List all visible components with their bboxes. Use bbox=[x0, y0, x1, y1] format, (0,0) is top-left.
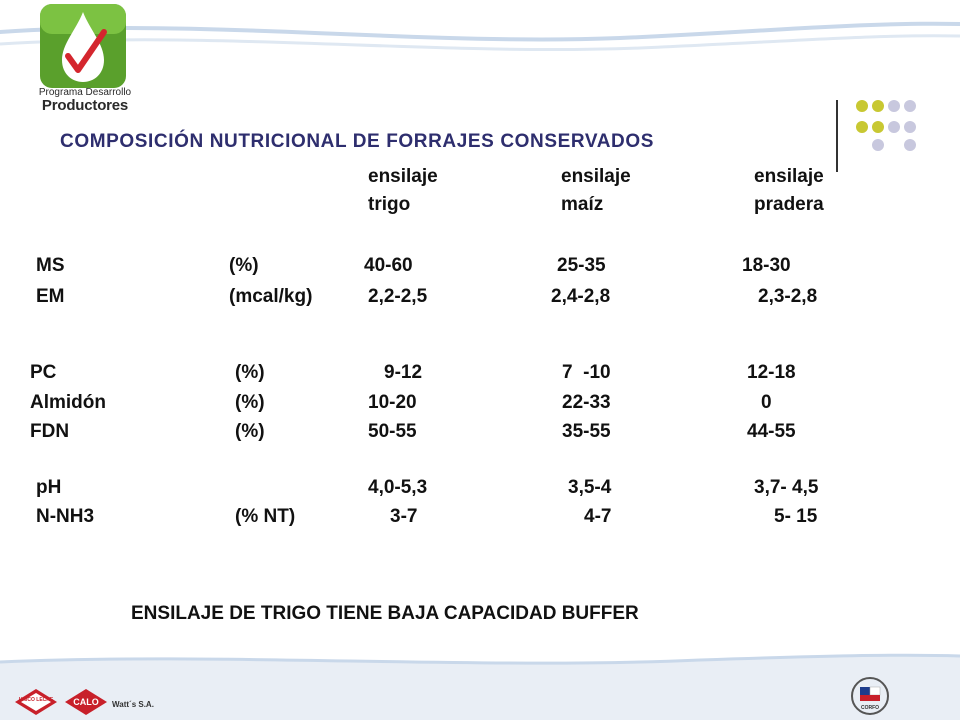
row-unit-almidon: (%) bbox=[235, 392, 265, 413]
row-value-ms-pradera: 18-30 bbox=[742, 255, 791, 276]
row-value-ms-trigo: 40-60 bbox=[364, 255, 413, 276]
corfo-label: CORFO bbox=[861, 705, 879, 711]
row-value-nnh3-maiz: 4-7 bbox=[584, 506, 612, 527]
row-value-almidon-trigo: 10-20 bbox=[368, 392, 417, 413]
col-header-pradera-line1: ensilaje bbox=[754, 166, 824, 187]
row-value-em-pradera: 2,3-2,8 bbox=[758, 286, 818, 307]
row-param-ph: pH bbox=[36, 477, 62, 498]
row-value-pc-pradera: 12-18 bbox=[747, 362, 796, 383]
page-title: COMPOSICIÓN NUTRICIONAL DE FORRAJES CONS… bbox=[60, 131, 655, 152]
unico-leche-label: UNICO LECHE bbox=[19, 697, 54, 703]
row-unit-em: (mcal/kg) bbox=[229, 286, 313, 307]
row-value-almidon-pradera: 0 bbox=[761, 392, 772, 413]
program-line2: Productores bbox=[41, 97, 129, 114]
row-param-pc: PC bbox=[30, 362, 57, 383]
col-header-trigo-line1: ensilaje bbox=[368, 166, 438, 187]
col-header-maiz-line1: ensilaje bbox=[561, 166, 631, 187]
row-value-nnh3-pradera: 5- 15 bbox=[774, 506, 818, 527]
program-logo-text: Programa Desarrollo Productores bbox=[30, 86, 140, 114]
row-param-nnh3: N-NH3 bbox=[36, 506, 95, 527]
row-value-almidon-maiz: 22-33 bbox=[562, 392, 611, 413]
row-param-fdn: FDN bbox=[30, 421, 70, 442]
row-param-ms: MS bbox=[36, 255, 65, 276]
row-value-ph-trigo: 4,0-5,3 bbox=[368, 477, 428, 498]
row-value-ph-maiz: 3,5-4 bbox=[568, 477, 612, 498]
row-value-fdn-maiz: 35-55 bbox=[562, 421, 611, 442]
row-value-ph-pradera: 3,7- 4,5 bbox=[754, 477, 819, 498]
col-header-pradera-line2: pradera bbox=[754, 194, 824, 215]
header-wave bbox=[0, 21, 960, 52]
calo-logo: CALO bbox=[65, 689, 107, 715]
row-param-em: EM bbox=[36, 286, 65, 307]
row-value-em-trigo: 2,2-2,5 bbox=[368, 286, 428, 307]
conclusion-text: ENSILAJE DE TRIGO TIENE BAJA CAPACIDAD B… bbox=[131, 603, 639, 624]
row-value-pc-trigo: 9-12 bbox=[384, 362, 423, 383]
water-drop-check-logo bbox=[40, 4, 126, 88]
footer-band bbox=[0, 653, 960, 720]
row-unit-ms: (%) bbox=[229, 255, 259, 276]
footer-text: Watt´s S.A. bbox=[112, 700, 154, 709]
row-value-fdn-trigo: 50-55 bbox=[368, 421, 417, 442]
corfo-logo: CORFO bbox=[851, 677, 889, 715]
decorative-line bbox=[836, 100, 838, 172]
row-value-nnh3-trigo: 3-7 bbox=[390, 506, 418, 527]
decorative-dots bbox=[856, 100, 916, 151]
calo-label: CALO bbox=[73, 697, 99, 707]
row-value-fdn-pradera: 44-55 bbox=[747, 421, 796, 442]
row-unit-nnh3: (% NT) bbox=[235, 506, 296, 527]
row-unit-pc: (%) bbox=[235, 362, 265, 383]
program-line1: Programa Desarrollo bbox=[38, 87, 132, 98]
row-value-ms-maiz: 25-35 bbox=[557, 255, 606, 276]
unico-leche-logo: UNICO LECHE bbox=[15, 689, 57, 715]
col-header-maiz-line2: maíz bbox=[561, 194, 604, 215]
col-header-trigo-line2: trigo bbox=[368, 194, 411, 215]
row-unit-fdn: (%) bbox=[235, 421, 265, 442]
row-value-pc-maiz: 7 -10 bbox=[562, 362, 611, 383]
row-value-em-maiz: 2,4-2,8 bbox=[551, 286, 611, 307]
row-param-almidon: Almidón bbox=[30, 392, 106, 413]
